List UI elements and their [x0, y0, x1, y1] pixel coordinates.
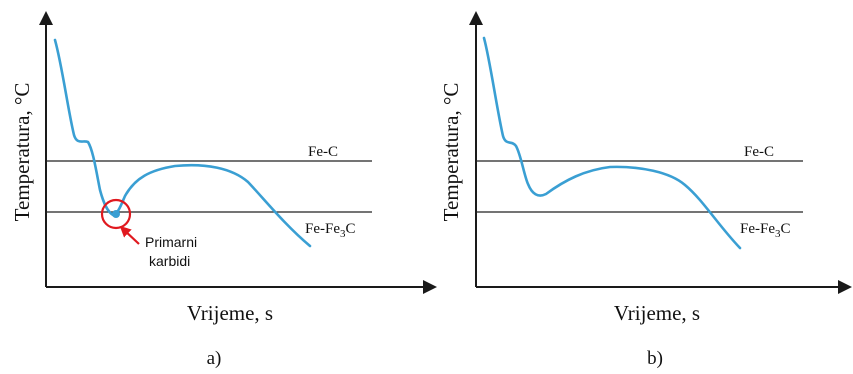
- panel-b-y-label: Temperatura, °C: [439, 83, 463, 222]
- panel-a-fe-fe3c-tail: C: [346, 221, 356, 237]
- panel-a-fe-fe3c-base: Fe-Fe: [305, 221, 340, 237]
- primary-carbide-circle: [100, 198, 132, 230]
- annotation-line1: Primarni: [145, 234, 197, 250]
- primary-carbide-arrow: [119, 225, 140, 245]
- annotation-line2: karbidi: [149, 253, 190, 269]
- panel-b-cooling-curve: [482, 36, 742, 250]
- panel-b-fe-fe3c-tail: C: [781, 221, 791, 237]
- panel-b-fe-fe3c-base: Fe-Fe: [740, 221, 775, 237]
- panel-b-fe-c-label: Fe-C: [744, 144, 774, 160]
- chart-panel-a: Primarni karbidi Fe-C Fe-Fe3C Temperatur…: [10, 11, 437, 369]
- panel-a-fe-fe3c-sub: 3: [340, 228, 346, 240]
- primary-carbide-marker: [112, 210, 120, 218]
- panel-a-fe-c-label: Fe-C: [308, 144, 338, 160]
- panel-a-y-label: Temperatura, °C: [10, 83, 34, 222]
- chart-panel-b: Fe-C Fe-Fe3C Temperatura, °C Vrijeme, s …: [439, 11, 852, 369]
- panel-a-x-label: Vrijeme, s: [187, 301, 273, 325]
- panel-b-x-label: Vrijeme, s: [614, 301, 700, 325]
- panel-a-cooling-curve: [53, 38, 312, 248]
- panel-a-fe-fe3c-label: Fe-Fe3C: [305, 221, 356, 240]
- panel-b-fe-fe3c-label: Fe-Fe3C: [740, 221, 791, 240]
- panel-b-label: b): [647, 348, 663, 369]
- panel-a-label: a): [207, 348, 222, 369]
- panel-b-fe-fe3c-sub: 3: [775, 228, 781, 240]
